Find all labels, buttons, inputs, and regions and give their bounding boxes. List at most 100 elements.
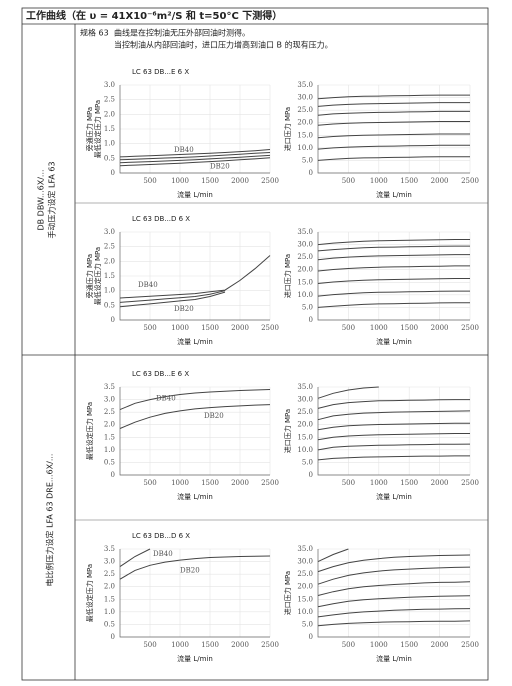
spec: 规格 63: [80, 28, 109, 38]
curve: [317, 620, 471, 627]
y-axis-label: 最低设定压力 MPa: [93, 247, 102, 305]
y-tick-label: 0.5: [104, 458, 115, 466]
y-tick-label: 0: [111, 316, 115, 324]
curve: [317, 595, 471, 608]
x-tick-label: 500: [342, 641, 355, 649]
y-tick-label: 0.5: [104, 620, 115, 628]
curve: [317, 302, 470, 308]
y-tick-label: 35.0: [297, 81, 313, 89]
x-tick-label: 2000: [431, 641, 449, 649]
x-tick-label: 2500: [261, 479, 279, 487]
axis: [317, 549, 470, 638]
curve: [317, 410, 471, 421]
y-axis-label: 最低设定压力 MPa: [93, 100, 102, 158]
y-tick-label: 35.0: [297, 228, 313, 236]
axis: [317, 85, 470, 174]
curve: [317, 386, 379, 399]
curve: [317, 239, 470, 246]
note: 曲线是在控制油无压外部回油时测得。: [114, 28, 250, 38]
annotation: DB40: [174, 146, 194, 154]
curve: [317, 290, 470, 297]
y-tick-label: 1.5: [104, 433, 115, 441]
curve: [119, 291, 226, 308]
x-tick-label: 1000: [370, 177, 388, 185]
x-tick-label: 2000: [231, 177, 249, 185]
y-tick-label: 0: [111, 471, 115, 479]
x-tick-label: 500: [143, 177, 156, 185]
x-tick-label: 2000: [231, 641, 249, 649]
y-tick-label: 25.0: [297, 408, 313, 416]
x-axis-label: 流量 L/min: [376, 654, 412, 663]
outer-frame: [21, 7, 489, 681]
y-tick-label: 20.0: [297, 583, 313, 591]
chart-title: LC 63 DB...D 6 X: [132, 215, 190, 223]
curve: [317, 548, 349, 563]
section-label: 手动压力设定 LFA 63: [47, 161, 57, 238]
curve: [119, 548, 151, 568]
curve: [119, 255, 271, 299]
y-tick-label: 10.0: [297, 291, 313, 299]
y-tick-label: 20.0: [297, 119, 313, 127]
y-tick-label: 1.5: [104, 272, 115, 280]
y-axis-label: 旁通压力 MPa: [85, 107, 94, 151]
curve: [317, 254, 470, 261]
curve: [317, 144, 470, 150]
y-tick-label: 25.0: [297, 253, 313, 261]
section-label: DB DBW...6X/...: [37, 169, 46, 230]
x-tick-label: 1500: [201, 479, 219, 487]
y-axis-label: 进口压力 MPa: [283, 254, 292, 298]
y-axis-label: 进口压力 MPa: [283, 571, 292, 615]
curve: [317, 110, 470, 116]
y-tick-label: 15.0: [297, 595, 313, 603]
x-tick-label: 1000: [171, 479, 189, 487]
y-tick-label: 5.0: [302, 620, 313, 628]
curve: [119, 290, 226, 303]
y-tick-label: 5.0: [302, 156, 313, 164]
y-tick-label: 10.0: [297, 608, 313, 616]
y-tick-label: 1.0: [104, 140, 115, 148]
x-tick-label: 500: [143, 641, 156, 649]
y-tick-label: 1.0: [104, 608, 115, 616]
y-tick-label: 3.0: [104, 396, 115, 404]
curve: [317, 422, 470, 431]
x-tick-label: 1000: [370, 641, 388, 649]
y-tick-label: 0.5: [104, 301, 115, 309]
y-tick-label: 5.0: [302, 303, 313, 311]
x-tick-label: 2000: [431, 177, 449, 185]
y-axis-label: 最低设定压力 MPa: [85, 564, 94, 622]
x-axis-label: 流量 L/min: [376, 492, 412, 501]
axis: [119, 549, 270, 638]
curve: [317, 94, 470, 100]
chart-title: LC 63 DB...D 6 X: [132, 532, 190, 540]
x-tick-label: 2500: [461, 641, 479, 649]
x-tick-label: 1500: [400, 324, 418, 332]
y-tick-label: 0: [111, 169, 115, 177]
axis: [317, 387, 470, 476]
x-tick-label: 500: [342, 324, 355, 332]
curve: [119, 389, 271, 411]
axis: [119, 85, 270, 174]
x-tick-label: 1000: [370, 324, 388, 332]
curve: [317, 121, 470, 126]
y-tick-label: 2.5: [104, 96, 115, 104]
annotation: DB40: [153, 550, 173, 558]
axis: [119, 387, 270, 476]
axis: [119, 232, 270, 321]
y-tick-label: 1.5: [104, 125, 115, 133]
x-tick-label: 1500: [400, 641, 418, 649]
curve: [317, 265, 470, 272]
x-tick-label: 500: [342, 479, 355, 487]
y-tick-label: 0: [111, 633, 115, 641]
curve: [119, 555, 271, 580]
curve: [317, 581, 471, 596]
annotation: DB40: [156, 394, 176, 402]
y-tick-label: 0: [309, 169, 313, 177]
curve: [317, 554, 471, 573]
y-axis-label: 旁通压力 MPa: [85, 254, 94, 298]
x-axis-label: 流量 L/min: [376, 337, 412, 346]
y-tick-label: 3.0: [104, 228, 115, 236]
curve: [317, 566, 471, 585]
y-tick-label: 20.0: [297, 421, 313, 429]
x-tick-label: 1000: [370, 479, 388, 487]
x-tick-label: 2000: [431, 324, 449, 332]
